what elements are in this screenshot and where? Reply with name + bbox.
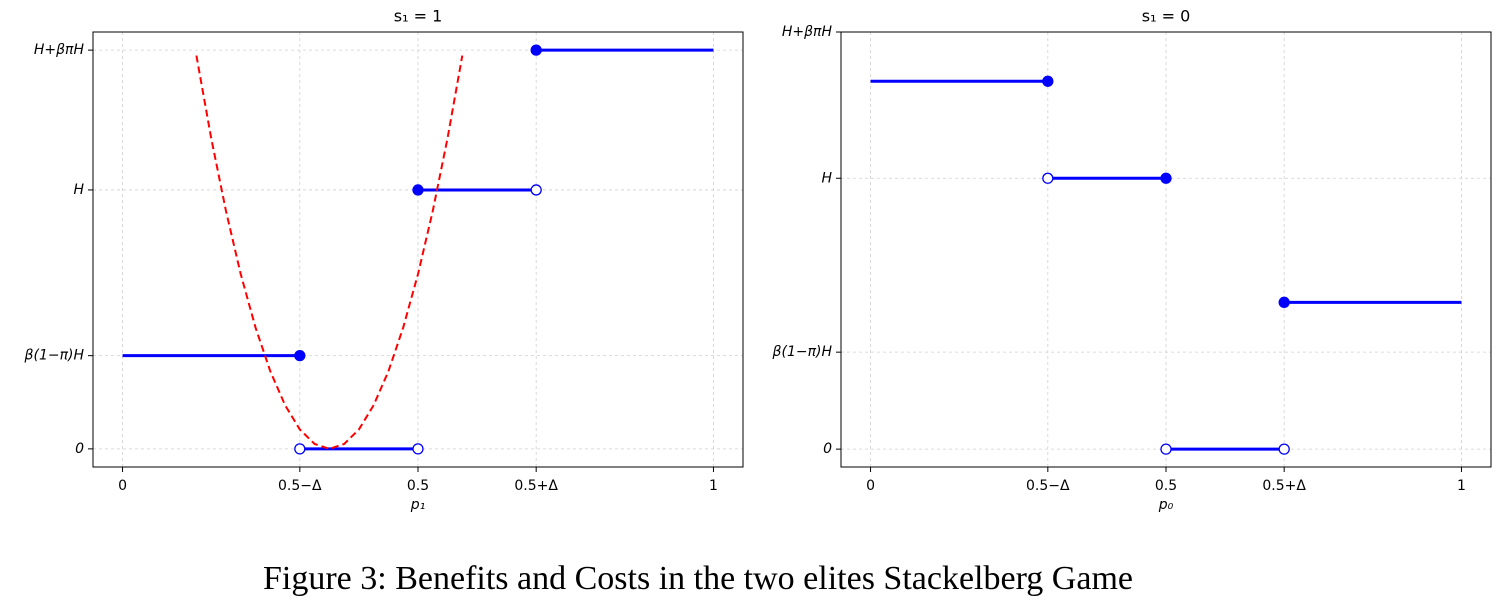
open-marker	[1160, 443, 1172, 455]
x-tick-label: 0	[118, 478, 127, 494]
x-axis-label: p₀	[1158, 497, 1174, 513]
y-tick-label: H+βπH	[34, 42, 85, 58]
cost-curve	[195, 55, 464, 450]
chart-title: s₁ = 0	[1142, 7, 1191, 26]
open-marker	[530, 184, 542, 196]
x-tick-label: 0.5	[1155, 478, 1177, 494]
closed-marker	[412, 184, 424, 196]
open-marker	[1042, 172, 1054, 184]
closed-marker	[1042, 75, 1054, 87]
closed-marker	[1160, 172, 1172, 184]
y-tick-label: 0	[823, 441, 832, 457]
chart-title: s₁ = 1	[394, 7, 443, 26]
caption: Figure 3: Benefits and Costs in the two …	[263, 560, 1133, 597]
closed-marker	[294, 350, 306, 362]
x-tick-label: 0.5−Δ	[1026, 478, 1070, 494]
axes-frame	[840, 31, 1492, 468]
x-tick-label: 0	[866, 478, 875, 494]
x-tick-label: 0.5	[407, 478, 429, 494]
open-marker	[1278, 443, 1290, 455]
open-marker	[412, 443, 424, 455]
closed-marker	[530, 44, 542, 56]
x-tick-label: 1	[709, 478, 718, 494]
y-tick-label: H	[821, 170, 832, 186]
open-marker	[294, 443, 306, 455]
y-tick-label: H	[73, 182, 84, 198]
y-tick-label: β(1−π)H	[772, 344, 833, 360]
y-tick-label: β(1−π)H	[24, 348, 85, 364]
axes-frame	[92, 31, 744, 468]
x-axis-label: p₁	[410, 497, 426, 513]
y-tick-label: 0	[75, 441, 84, 457]
x-tick-label: 0.5+Δ	[514, 478, 558, 494]
x-tick-label: 1	[1457, 478, 1466, 494]
x-tick-label: 0.5+Δ	[1262, 478, 1306, 494]
y-tick-label: H+βπH	[782, 24, 833, 40]
x-tick-label: 0.5−Δ	[278, 478, 322, 494]
closed-marker	[1278, 296, 1290, 308]
